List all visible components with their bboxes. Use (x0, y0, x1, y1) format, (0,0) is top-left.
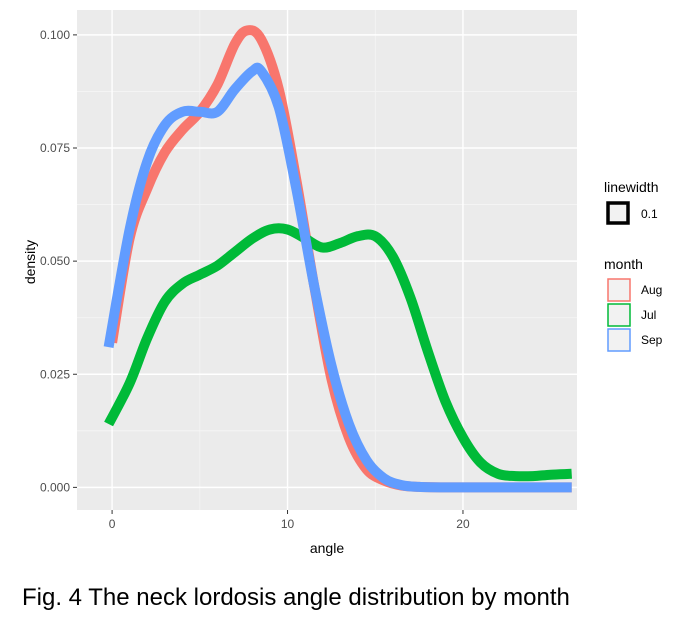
legend-key-aug (607, 278, 631, 302)
legend: linewidth 0.1 month Aug Jul Sep (604, 179, 663, 352)
plot-panel (77, 10, 577, 510)
legend-key-sep (607, 328, 631, 352)
y-tick-label: 0.050 (40, 254, 70, 268)
legend-label-sep: Sep (641, 333, 663, 347)
density-curves (103, 25, 572, 493)
y-tick-label: 0.075 (40, 141, 70, 155)
x-tick-label: 10 (281, 517, 295, 531)
legend-title-month: month (604, 256, 643, 272)
x-tick-label: 20 (456, 517, 470, 531)
legend-title-linewidth: linewidth (604, 179, 658, 195)
legend-key-linewidth (606, 201, 630, 225)
legend-label-linewidth: 0.1 (641, 207, 658, 221)
legend-label-aug: Aug (641, 283, 662, 297)
y-tick-label: 0.000 (40, 480, 70, 494)
figure-caption: Fig. 4 The neck lordosis angle distribut… (22, 584, 570, 611)
legend-label-jul: Jul (641, 308, 656, 322)
x-axis-title: angle (310, 540, 344, 556)
density-chart: 0 10 20 0.000 0.025 0.050 0.075 0.100 angle den… (22, 10, 663, 556)
x-tick-label: 0 (109, 517, 116, 531)
legend-key-jul (607, 303, 631, 327)
y-axis-title: density (22, 240, 38, 284)
axes: 0 10 20 0.000 0.025 0.050 0.075 0.100 (40, 28, 470, 531)
density-line-sep (103, 62, 572, 493)
y-tick-label: 0.100 (40, 28, 70, 42)
density-line-jul (104, 223, 572, 482)
y-tick-label: 0.025 (40, 367, 70, 381)
